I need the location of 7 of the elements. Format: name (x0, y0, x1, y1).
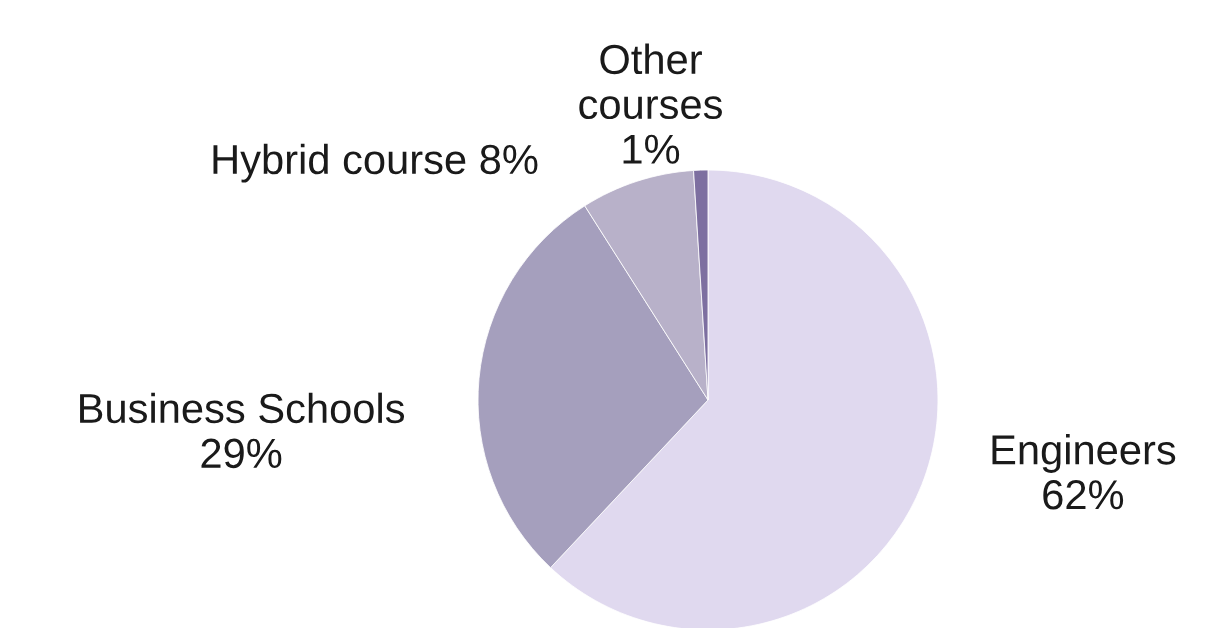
slice-label: Engineers (992, 434, 1176, 473)
data-label: 29% (201, 438, 282, 469)
slice-label: Hybrid course 8% (213, 143, 538, 183)
slice-label: Business Schools (80, 392, 405, 424)
data-label: 1% (623, 134, 680, 164)
slice-label: Other courses (579, 43, 722, 120)
data-label: 62% (1043, 480, 1124, 510)
